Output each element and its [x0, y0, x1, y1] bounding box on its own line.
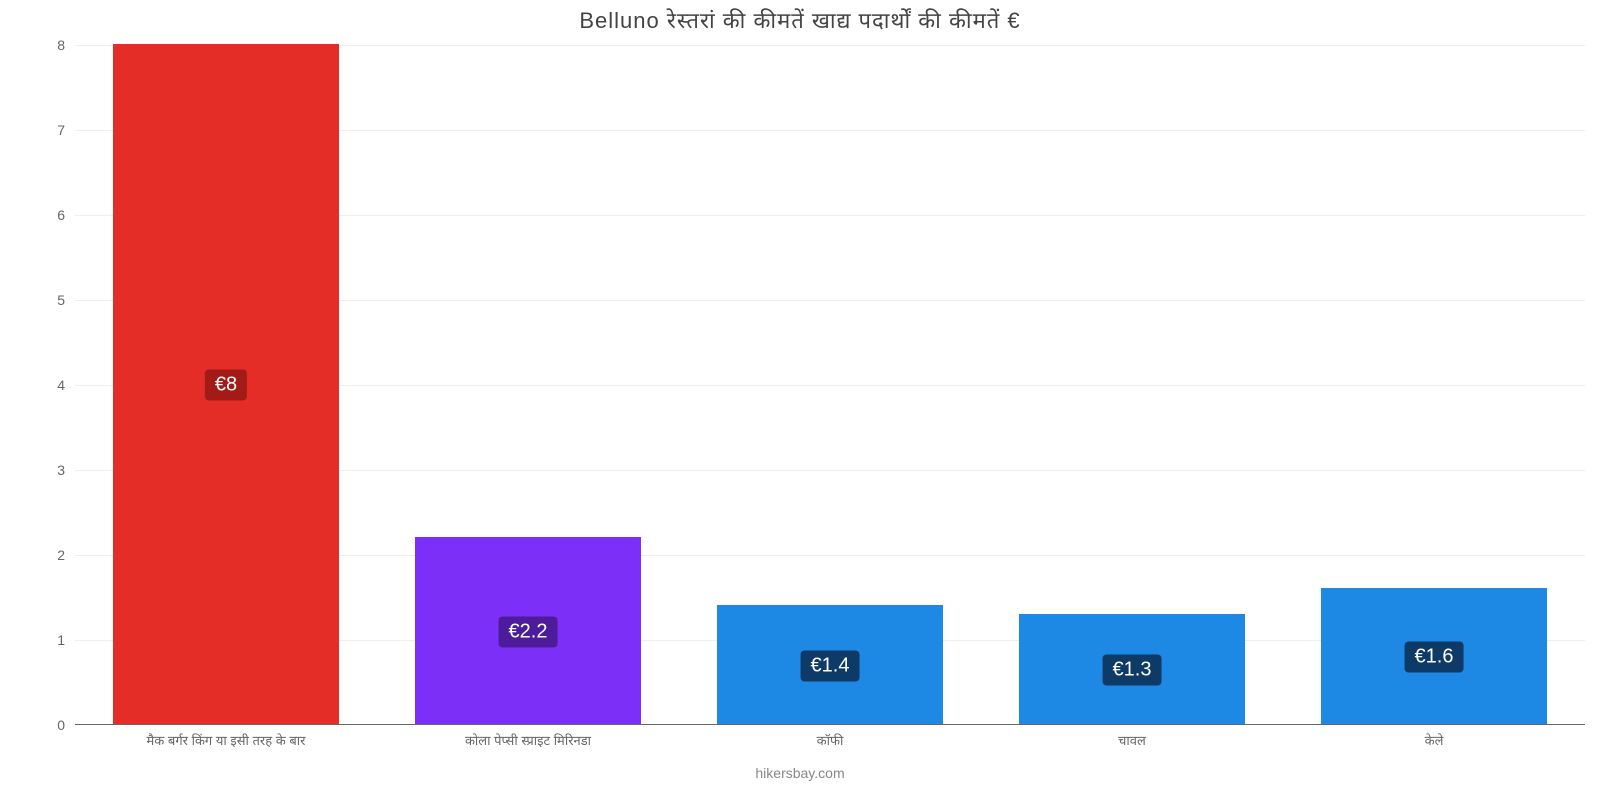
y-tick-label: 0	[57, 717, 65, 733]
y-tick-label: 7	[57, 122, 65, 138]
x-tick-label: कॉफी	[817, 731, 844, 749]
y-tick-label: 3	[57, 462, 65, 478]
chart-title: Belluno रेस्तरां की कीमतें खाद्य पदार्थो…	[579, 5, 1020, 35]
x-tick-label: चावल	[1118, 731, 1146, 749]
y-tick-label: 8	[57, 37, 65, 53]
x-tick-label: केले	[1425, 731, 1444, 749]
bar-value-label: €1.4	[801, 650, 860, 681]
bar-value-label: €2.2	[499, 616, 558, 647]
bar-value-label: €8	[205, 370, 247, 401]
chart-caption: hikersbay.com	[755, 765, 844, 781]
bar-value-label: €1.6	[1405, 642, 1464, 673]
y-tick-label: 5	[57, 292, 65, 308]
x-tick-label: मैक बर्गर किंग या इसी तरह के बार	[147, 731, 306, 749]
chart-area: €8मैक बर्गर किंग या इसी तरह के बार€2.2को…	[45, 45, 1585, 725]
y-tick-label: 4	[57, 377, 65, 393]
plot-area: €8मैक बर्गर किंग या इसी तरह के बार€2.2को…	[75, 45, 1585, 725]
y-tick-label: 2	[57, 547, 65, 563]
y-tick-label: 1	[57, 632, 65, 648]
bar-value-label: €1.3	[1103, 654, 1162, 685]
y-tick-label: 6	[57, 207, 65, 223]
x-tick-label: कोला पेप्सी स्प्राइट मिरिनडा	[465, 731, 591, 749]
